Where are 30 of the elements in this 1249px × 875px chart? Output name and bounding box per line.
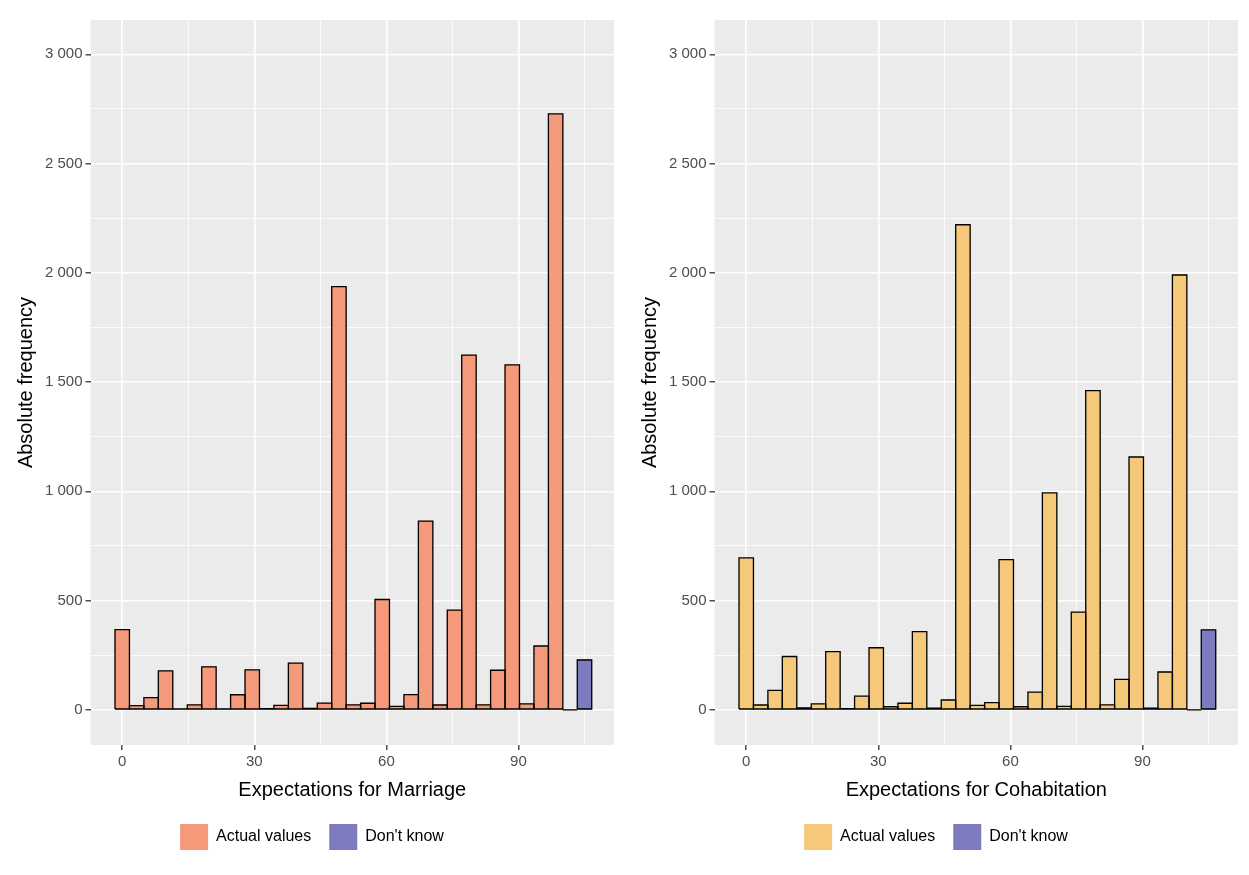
- x-tick-label: 0: [742, 752, 751, 770]
- legend-label: Actual values: [840, 827, 936, 845]
- legend-label: Don't know: [989, 827, 1069, 845]
- y-tick-label: 500: [57, 590, 83, 608]
- y-axis-title: Absolute frequency: [637, 296, 660, 469]
- y-tick-label: 2 000: [44, 262, 83, 280]
- legend-label: Don't know: [365, 827, 445, 845]
- y-tick-label: 1 000: [44, 481, 83, 499]
- y-tick-label: 1 500: [44, 372, 83, 390]
- x-axis-title: Expectations for Marriage: [238, 777, 467, 800]
- y-tick-label: 1 000: [668, 481, 707, 499]
- y-tick-label: 0: [698, 699, 707, 717]
- x-tick-label: 90: [1134, 752, 1151, 770]
- x-tick-label: 60: [378, 752, 395, 770]
- x-tick-label: 30: [245, 752, 263, 770]
- x-tick-label: 0: [118, 752, 127, 770]
- x-axis-title: Expectations for Cohabitation: [845, 777, 1107, 800]
- y-tick-label: 2 000: [668, 262, 707, 280]
- x-tick-label: 30: [869, 752, 887, 770]
- y-tick-label: 2 500: [668, 153, 707, 171]
- y-tick-label: 1 500: [668, 372, 707, 390]
- y-tick-label: 500: [681, 590, 707, 608]
- y-tick-label: 2 500: [44, 153, 83, 171]
- legend-label: Actual values: [216, 827, 312, 845]
- y-tick-label: 3 000: [668, 44, 707, 62]
- x-tick-label: 60: [1002, 752, 1019, 770]
- y-axis-title: Absolute frequency: [13, 296, 36, 469]
- x-tick-label: 90: [510, 752, 527, 770]
- y-tick-label: 0: [74, 699, 83, 717]
- y-tick-label: 3 000: [44, 44, 83, 62]
